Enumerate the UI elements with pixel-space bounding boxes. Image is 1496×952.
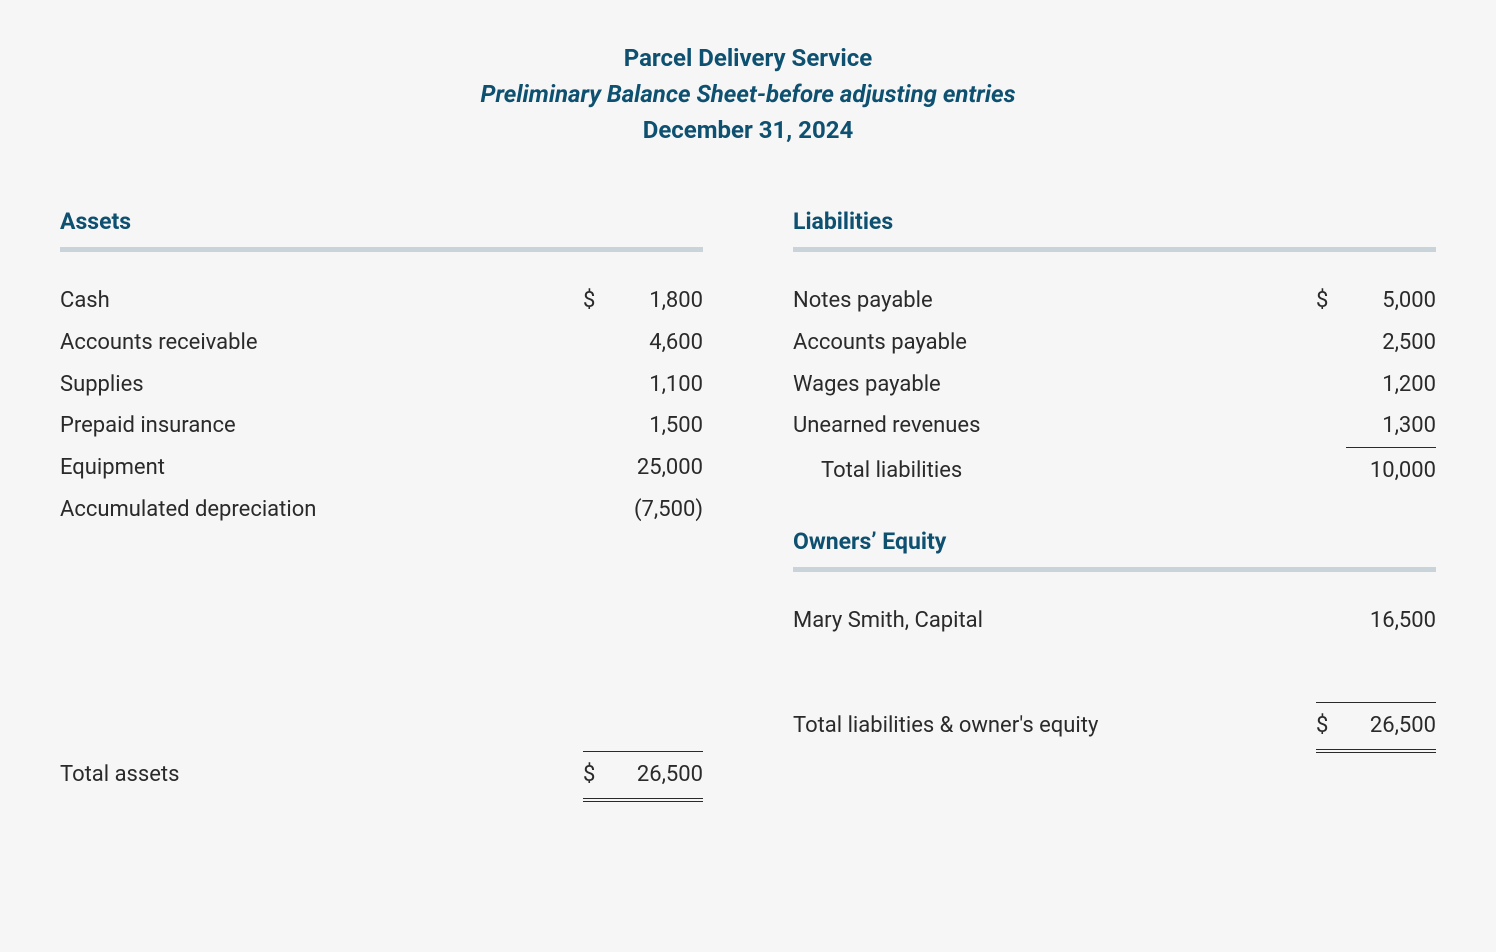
asset-label: Equipment xyxy=(60,447,583,489)
liability-amount: 2,500 xyxy=(1346,322,1436,364)
total-liab-equity-label: Total liabilities & owner's equity xyxy=(793,705,1316,747)
asset-row: Cash $ 1,800 xyxy=(60,280,703,322)
asset-amount: 1,100 xyxy=(613,364,703,406)
asset-amount: 1,800 xyxy=(613,280,703,322)
currency-symbol: $ xyxy=(1316,702,1346,753)
report-date: December 31, 2024 xyxy=(60,112,1436,148)
liabilities-equity-column: Liabilities Notes payable $ 5,000 Accoun… xyxy=(793,208,1436,802)
currency-symbol: $ xyxy=(583,280,613,322)
liabilities-divider xyxy=(793,247,1436,252)
liability-amount: 5,000 xyxy=(1346,280,1436,322)
balance-sheet-columns: Assets Cash $ 1,800 Accounts receivable … xyxy=(60,208,1436,802)
report-title: Preliminary Balance Sheet-before adjusti… xyxy=(60,76,1436,112)
equity-section-title: Owners’ Equity xyxy=(793,528,1436,555)
asset-row: Equipment 25,000 xyxy=(60,447,703,489)
asset-label: Accumulated depreciation xyxy=(60,489,583,531)
total-liabilities-row: Total liabilities 10,000 xyxy=(793,447,1436,492)
liability-row: Unearned revenues 1,300 xyxy=(793,405,1436,447)
asset-label: Accounts receivable xyxy=(60,322,583,364)
total-liabilities-amount: 10,000 xyxy=(1346,447,1436,492)
liabilities-section-title: Liabilities xyxy=(793,208,1436,235)
total-assets-row: Total assets $ 26,500 xyxy=(60,751,703,802)
balance-sheet-header: Parcel Delivery Service Preliminary Bala… xyxy=(60,40,1436,148)
asset-label: Cash xyxy=(60,280,583,322)
currency-symbol: $ xyxy=(583,751,613,802)
liability-row: Notes payable $ 5,000 xyxy=(793,280,1436,322)
asset-amount: 1,500 xyxy=(613,405,703,447)
liability-label: Notes payable xyxy=(793,280,1316,322)
equity-section: Owners’ Equity Mary Smith, Capital 16,50… xyxy=(793,528,1436,642)
company-name: Parcel Delivery Service xyxy=(60,40,1436,76)
liability-row: Accounts payable 2,500 xyxy=(793,322,1436,364)
equity-divider xyxy=(793,567,1436,572)
currency-symbol: $ xyxy=(1316,280,1346,322)
assets-section-title: Assets xyxy=(60,208,703,235)
equity-row: Mary Smith, Capital 16,500 xyxy=(793,600,1436,642)
asset-label: Supplies xyxy=(60,364,583,406)
total-assets-amount: 26,500 xyxy=(613,751,703,802)
asset-amount: (7,500) xyxy=(613,489,703,531)
total-assets-label: Total assets xyxy=(60,754,583,796)
liability-amount: 1,300 xyxy=(1346,405,1436,447)
liability-label: Wages payable xyxy=(793,364,1316,406)
equity-amount: 16,500 xyxy=(1346,600,1436,642)
equity-label: Mary Smith, Capital xyxy=(793,600,1316,642)
asset-row: Supplies 1,100 xyxy=(60,364,703,406)
asset-amount: 25,000 xyxy=(613,447,703,489)
liability-label: Unearned revenues xyxy=(793,405,1316,447)
total-liab-equity-amount: 26,500 xyxy=(1346,702,1436,753)
liability-amount: 1,200 xyxy=(1346,364,1436,406)
asset-row: Accumulated depreciation (7,500) xyxy=(60,489,703,531)
total-liabilities-label: Total liabilities xyxy=(793,450,1316,492)
liability-row: Wages payable 1,200 xyxy=(793,364,1436,406)
asset-amount: 4,600 xyxy=(613,322,703,364)
asset-label: Prepaid insurance xyxy=(60,405,583,447)
total-liab-equity-row: Total liabilities & owner's equity $ 26,… xyxy=(793,702,1436,753)
assets-column: Assets Cash $ 1,800 Accounts receivable … xyxy=(60,208,703,802)
assets-divider xyxy=(60,247,703,252)
asset-row: Accounts receivable 4,600 xyxy=(60,322,703,364)
liability-label: Accounts payable xyxy=(793,322,1316,364)
asset-row: Prepaid insurance 1,500 xyxy=(60,405,703,447)
